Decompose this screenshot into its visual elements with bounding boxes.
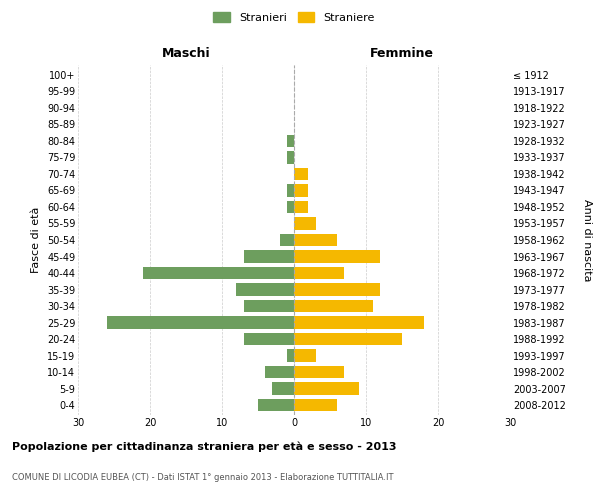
Bar — [107, 316, 294, 328]
Bar — [287, 184, 294, 196]
Text: COMUNE DI LICODIA EUBEA (CT) - Dati ISTAT 1° gennaio 2013 - Elaborazione TUTTITA: COMUNE DI LICODIA EUBEA (CT) - Dati ISTA… — [12, 473, 394, 482]
Bar — [294, 399, 337, 411]
Bar — [294, 201, 308, 213]
Text: Popolazione per cittadinanza straniera per età e sesso - 2013: Popolazione per cittadinanza straniera p… — [12, 442, 397, 452]
Bar — [294, 267, 344, 279]
Bar — [294, 382, 359, 395]
Y-axis label: Fasce di età: Fasce di età — [31, 207, 41, 273]
Bar — [244, 250, 294, 262]
Bar — [294, 218, 316, 230]
Bar — [294, 184, 308, 196]
Bar — [294, 284, 380, 296]
Bar — [294, 300, 373, 312]
Bar — [294, 316, 424, 328]
Text: Femmine: Femmine — [370, 47, 434, 60]
Text: Maschi: Maschi — [161, 47, 211, 60]
Bar — [294, 333, 402, 345]
Bar — [294, 366, 344, 378]
Bar — [287, 201, 294, 213]
Bar — [294, 350, 316, 362]
Bar — [280, 234, 294, 246]
Legend: Stranieri, Straniere: Stranieri, Straniere — [209, 8, 379, 27]
Bar — [272, 382, 294, 395]
Bar — [287, 350, 294, 362]
Bar — [294, 234, 337, 246]
Bar — [294, 250, 380, 262]
Bar — [265, 366, 294, 378]
Bar — [244, 333, 294, 345]
Bar — [287, 152, 294, 164]
Bar — [258, 399, 294, 411]
Bar — [287, 135, 294, 147]
Bar — [143, 267, 294, 279]
Bar — [244, 300, 294, 312]
Bar — [294, 168, 308, 180]
Bar — [236, 284, 294, 296]
Y-axis label: Anni di nascita: Anni di nascita — [583, 198, 592, 281]
